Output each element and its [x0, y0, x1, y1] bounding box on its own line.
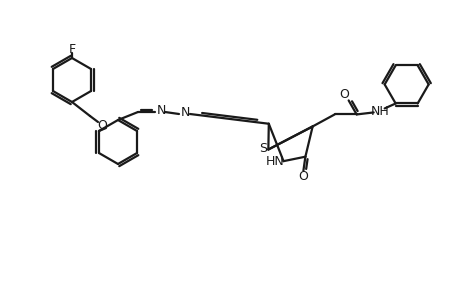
Text: HN: HN: [266, 154, 284, 168]
Text: N: N: [156, 103, 165, 116]
Text: O: O: [298, 170, 308, 183]
Text: N: N: [180, 106, 189, 118]
Text: O: O: [339, 88, 349, 101]
Text: NH: NH: [369, 105, 388, 118]
Text: O: O: [97, 118, 106, 131]
Text: S: S: [259, 142, 267, 155]
Text: F: F: [68, 43, 75, 56]
